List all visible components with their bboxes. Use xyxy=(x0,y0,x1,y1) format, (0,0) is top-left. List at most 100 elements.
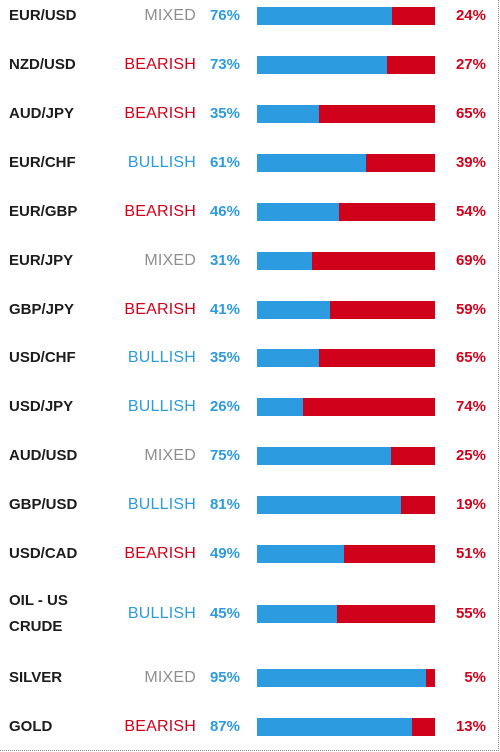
sentiment-row[interactable]: EUR/CHF BULLISH 61% 39% xyxy=(0,153,498,173)
sentiment-bar xyxy=(257,718,435,736)
symbol-label[interactable]: EUR/CHF xyxy=(9,154,76,171)
long-bar-fill xyxy=(257,301,330,319)
sentiment-bar xyxy=(257,447,435,465)
sentiment-bar xyxy=(257,7,435,25)
symbol-label[interactable]: EUR/GBP xyxy=(9,203,78,220)
sentiment-bar xyxy=(257,545,435,563)
sentiment-bar xyxy=(257,203,435,221)
short-percent: 39% xyxy=(455,154,486,171)
sentiment-bar xyxy=(257,56,435,74)
short-percent: 69% xyxy=(455,252,486,269)
short-percent: 13% xyxy=(455,718,486,735)
short-percent: 55% xyxy=(455,605,486,622)
sentiment-bar xyxy=(257,605,435,623)
sentiment-bar xyxy=(257,496,435,514)
sentiment-label: BULLISH xyxy=(127,349,196,366)
sentiment-row[interactable]: EUR/JPY MIXED 31% 69% xyxy=(0,251,498,271)
sentiment-row[interactable]: USD/CHF BULLISH 35% 65% xyxy=(0,348,498,368)
sentiment-row[interactable]: OIL - US CRUDE BULLISH 45% 55% xyxy=(0,588,498,640)
long-bar-fill xyxy=(257,203,339,221)
symbol-label[interactable]: EUR/USD xyxy=(9,7,77,24)
symbol-label[interactable]: GOLD xyxy=(9,718,53,735)
sentiment-bar xyxy=(257,669,435,687)
sentiment-label: BEARISH xyxy=(124,718,196,735)
sentiment-label: BEARISH xyxy=(124,56,196,73)
long-bar-fill xyxy=(257,447,391,465)
symbol-label[interactable]: AUD/JPY xyxy=(9,105,75,122)
long-percent: 76% xyxy=(209,7,240,24)
sentiment-row[interactable]: AUD/JPY BEARISH 35% 65% xyxy=(0,104,498,124)
sentiment-bar xyxy=(257,349,435,367)
long-percent: 87% xyxy=(209,718,240,735)
short-percent: 59% xyxy=(455,301,486,318)
long-bar-fill xyxy=(257,252,313,270)
sentiment-label: MIXED xyxy=(144,7,196,24)
sentiment-bar xyxy=(257,301,435,319)
long-percent: 49% xyxy=(209,545,240,562)
sentiment-label: BULLISH xyxy=(127,605,196,622)
symbol-label[interactable]: OIL - US CRUDE xyxy=(9,592,68,635)
long-bar-fill xyxy=(257,496,402,514)
long-percent: 46% xyxy=(209,203,240,220)
symbol-label[interactable]: NZD/USD xyxy=(9,56,76,73)
sentiment-label: MIXED xyxy=(144,669,196,686)
short-percent: 27% xyxy=(455,56,486,73)
long-bar-fill xyxy=(257,105,320,123)
long-percent: 81% xyxy=(209,496,240,513)
long-percent: 41% xyxy=(209,301,240,318)
short-percent: 5% xyxy=(464,669,486,686)
symbol-label[interactable]: AUD/USD xyxy=(9,447,78,464)
long-bar-fill xyxy=(257,605,338,623)
long-bar-fill xyxy=(257,349,320,367)
long-percent: 31% xyxy=(209,252,240,269)
sentiment-row[interactable]: GOLD BEARISH 87% 13% xyxy=(0,717,498,737)
sentiment-label: BEARISH xyxy=(124,545,196,562)
short-percent: 65% xyxy=(455,349,486,366)
sentiment-label: BULLISH xyxy=(127,398,196,415)
symbol-label[interactable]: USD/CAD xyxy=(9,545,78,562)
sentiment-row[interactable]: EUR/USD MIXED 76% 24% xyxy=(0,6,498,26)
sentiment-label: MIXED xyxy=(144,252,196,269)
long-percent: 61% xyxy=(209,154,240,171)
sentiment-row[interactable]: EUR/GBP BEARISH 46% 54% xyxy=(0,202,498,222)
sentiment-label: BEARISH xyxy=(124,203,196,220)
long-bar-fill xyxy=(257,56,387,74)
sentiment-bar xyxy=(257,105,435,123)
sentiment-row[interactable]: GBP/JPY BEARISH 41% 59% xyxy=(0,300,498,320)
symbol-label[interactable]: SILVER xyxy=(9,669,63,686)
sentiment-row[interactable]: SILVER MIXED 95% 5% xyxy=(0,668,498,688)
sentiment-label: BULLISH xyxy=(127,154,196,171)
symbol-label[interactable]: USD/JPY xyxy=(9,398,74,415)
sentiment-label: BEARISH xyxy=(124,301,196,318)
short-percent: 74% xyxy=(455,398,486,415)
sentiment-row[interactable]: USD/JPY BULLISH 26% 74% xyxy=(0,397,498,417)
sentiment-bar xyxy=(257,398,435,416)
short-percent: 54% xyxy=(455,203,486,220)
sentiment-row[interactable]: NZD/USD BEARISH 73% 27% xyxy=(0,55,498,75)
symbol-label[interactable]: GBP/USD xyxy=(9,496,78,513)
short-percent: 25% xyxy=(455,447,486,464)
long-bar-fill xyxy=(257,669,427,687)
long-percent: 35% xyxy=(209,105,240,122)
long-percent: 75% xyxy=(209,447,240,464)
short-percent: 65% xyxy=(455,105,486,122)
short-percent: 24% xyxy=(455,7,486,24)
sentiment-row[interactable]: USD/CAD BEARISH 49% 51% xyxy=(0,544,498,564)
symbol-label[interactable]: EUR/JPY xyxy=(9,252,74,269)
long-bar-fill xyxy=(257,398,304,416)
sentiment-label: BEARISH xyxy=(124,105,196,122)
sentiment-label: BULLISH xyxy=(127,496,196,513)
sentiment-row[interactable]: GBP/USD BULLISH 81% 19% xyxy=(0,495,498,515)
symbol-label[interactable]: GBP/JPY xyxy=(9,301,75,318)
long-percent: 35% xyxy=(209,349,240,366)
short-percent: 51% xyxy=(455,545,486,562)
symbol-label[interactable]: USD/CHF xyxy=(9,349,76,366)
sentiment-bar xyxy=(257,252,435,270)
sentiment-row[interactable]: AUD/USD MIXED 75% 25% xyxy=(0,446,498,466)
long-bar-fill xyxy=(257,7,393,25)
sentiment-label: MIXED xyxy=(144,447,196,464)
long-bar-fill xyxy=(257,718,412,736)
long-percent: 95% xyxy=(209,669,240,686)
long-bar-fill xyxy=(257,545,345,563)
